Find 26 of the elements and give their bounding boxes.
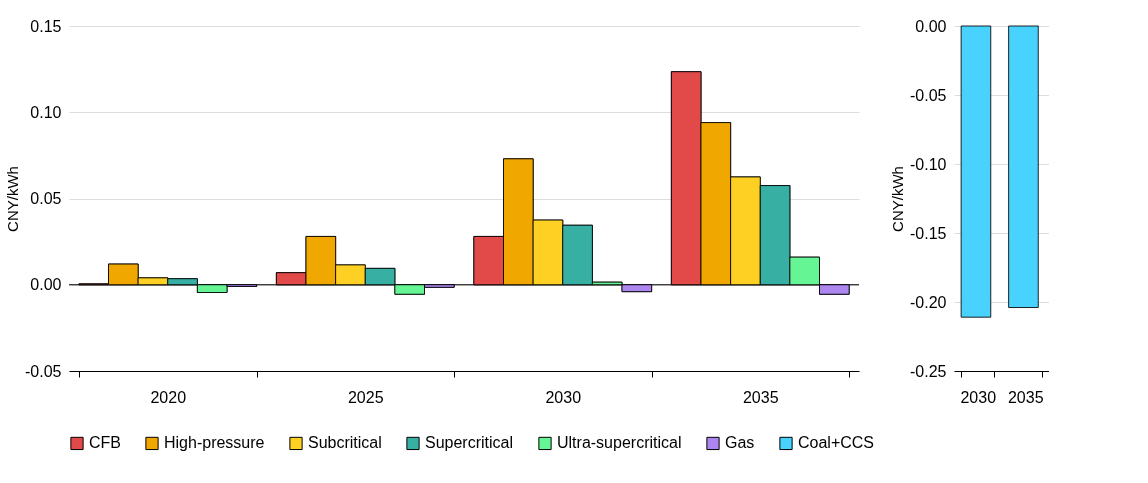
x-tick-label: 2030 (545, 388, 582, 406)
y-axis-title: CNY/kWh (4, 166, 22, 232)
y-tick-label: -0.20 (910, 293, 947, 311)
y-tick-label: 0.05 (30, 190, 62, 207)
x-tick-label: 2025 (347, 388, 384, 406)
y-tick-label: -0.05 (25, 362, 62, 380)
y-tick-label: 0.10 (30, 103, 62, 121)
legend-label: CFB (89, 434, 121, 452)
y-tick-label: 0.15 (30, 17, 62, 35)
x-tick-label: 2035 (742, 388, 779, 406)
y-tick-label: -0.10 (910, 155, 947, 173)
x-tick-label: 2020 (150, 388, 187, 406)
legend-label: High-pressure (164, 434, 265, 452)
y-tick-label: 0.00 (30, 276, 62, 294)
legend-label: Gas (725, 434, 755, 452)
legend-label: Subcritical (308, 434, 382, 452)
x-tick-label: 2030 (960, 388, 997, 406)
x-tick-label: 2035 (1007, 388, 1044, 406)
y-tick-label: -0.15 (910, 224, 947, 242)
y-tick-label: -0.05 (910, 86, 947, 104)
legend-label: Ultra-supercritical (557, 434, 682, 452)
y-tick-label: 0.00 (915, 17, 947, 35)
legend-label: Supercritical (425, 434, 514, 452)
y-axis-title: CNY/kWh (889, 166, 907, 232)
y-tick-label: -0.25 (910, 362, 947, 380)
legend-label: Coal+CCS (798, 434, 875, 452)
